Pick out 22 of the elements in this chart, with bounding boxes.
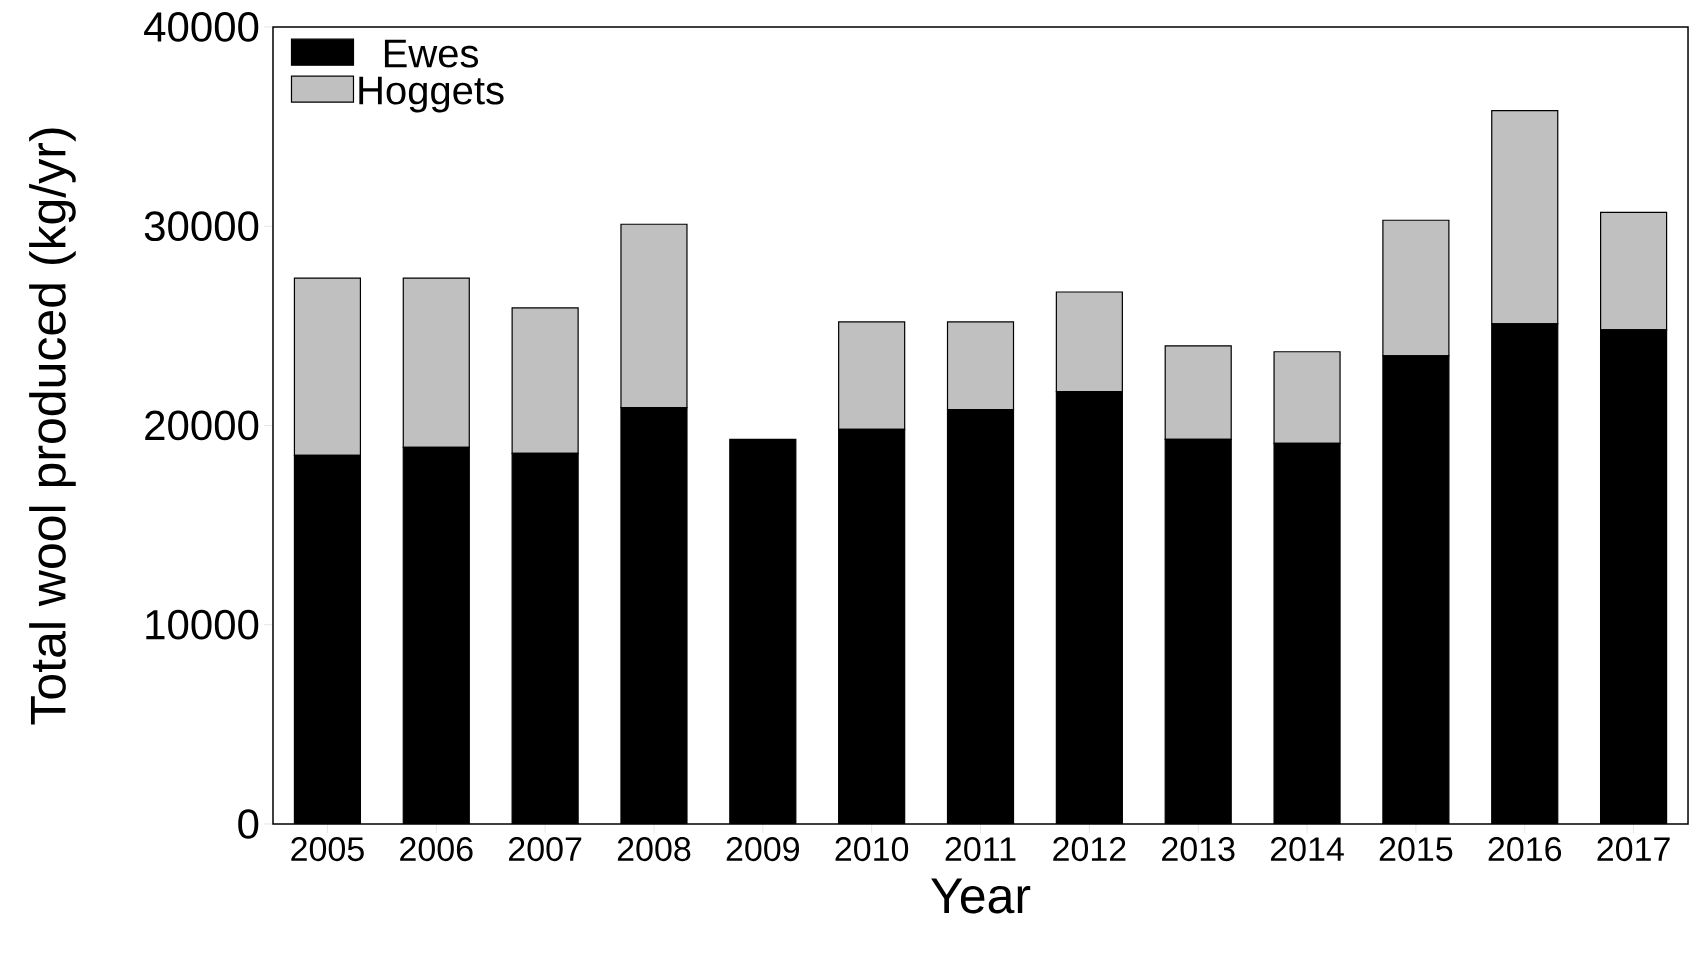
x-tick-label: 2010 bbox=[835, 837, 909, 862]
x-tick-label: 2005 bbox=[291, 837, 364, 862]
x-axis-title: Year bbox=[931, 878, 1031, 914]
y-tick-label: 10000 bbox=[146, 609, 259, 640]
x-tick-label: 2012 bbox=[1053, 837, 1126, 862]
legend-label: Ewes bbox=[384, 39, 479, 68]
x-tick-label: 2017 bbox=[1597, 837, 1670, 862]
x-tick-label: 2013 bbox=[1162, 837, 1235, 862]
x-tick-label: 2008 bbox=[617, 837, 691, 862]
x-tick-label: 2014 bbox=[1270, 837, 1344, 862]
x-tick-label: 2015 bbox=[1379, 837, 1453, 862]
y-axis-title: Total wool produced (kg/yr) bbox=[29, 128, 76, 725]
y-tick-label: 30000 bbox=[144, 211, 259, 242]
x-tick-label: 2006 bbox=[400, 837, 473, 862]
y-tick-label: 40000 bbox=[144, 12, 259, 42]
y-tick-label: 20000 bbox=[145, 410, 259, 441]
y-tick-label: 0 bbox=[238, 809, 259, 839]
x-tick-label: 2011 bbox=[945, 837, 1016, 862]
x-tick-label: 2016 bbox=[1488, 837, 1562, 862]
x-tick-label: 2007 bbox=[509, 837, 582, 862]
legend-label: Hoggets bbox=[359, 76, 504, 113]
x-tick-label: 2009 bbox=[726, 837, 800, 862]
